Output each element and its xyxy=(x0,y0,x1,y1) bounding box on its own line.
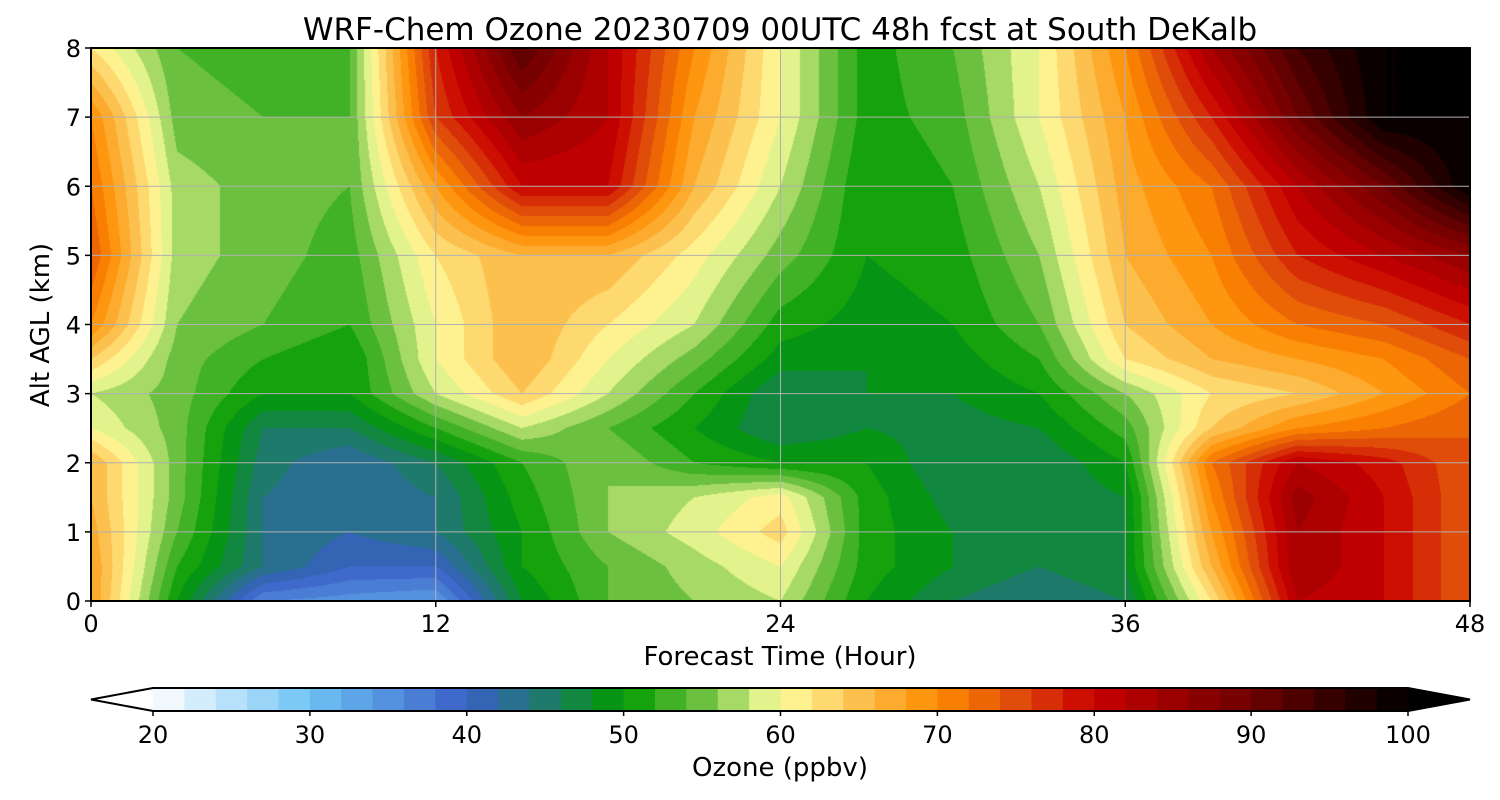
colorbar-segment xyxy=(1094,688,1127,711)
colorbar-segment xyxy=(1345,688,1378,711)
colorbar-segment xyxy=(309,688,342,711)
colorbar-segment xyxy=(655,688,687,711)
colorbar-segment xyxy=(968,688,1001,711)
colorbar-segment xyxy=(153,688,185,711)
colorbar-tick-label: 40 xyxy=(451,721,482,749)
colorbar-segment xyxy=(1188,688,1221,711)
colorbar-segment xyxy=(1031,688,1064,711)
colorbar-segment xyxy=(1282,688,1315,711)
y-tick-label: 6 xyxy=(66,173,81,201)
y-tick-label: 0 xyxy=(66,588,81,616)
colorbar-segment xyxy=(906,688,938,711)
x-tick-label: 24 xyxy=(765,610,796,638)
colorbar-tick-label: 50 xyxy=(608,721,639,749)
colorbar-segment xyxy=(1313,688,1346,711)
colorbar-tick-label: 80 xyxy=(1079,721,1110,749)
colorbar-segment xyxy=(1062,688,1095,711)
y-tick-label: 8 xyxy=(66,35,81,63)
x-tick-label: 48 xyxy=(1455,610,1486,638)
grid-lines xyxy=(91,48,1470,601)
colorbar-segment xyxy=(372,688,405,711)
y-tick-label: 7 xyxy=(66,104,81,132)
colorbar-segment xyxy=(247,688,280,711)
colorbar-segment xyxy=(435,688,468,711)
colorbar-segment xyxy=(184,688,217,711)
colorbar-segment xyxy=(1125,688,1158,711)
colorbar-segment xyxy=(215,688,248,711)
y-tick-label: 5 xyxy=(66,242,81,270)
x-tick-label: 12 xyxy=(420,610,451,638)
colorbar-segment xyxy=(560,688,593,711)
colorbar-segment xyxy=(341,688,374,711)
colorbar-tick-label: 70 xyxy=(922,721,953,749)
y-tick-label: 3 xyxy=(66,381,81,409)
colorbar-segment xyxy=(498,688,531,711)
y-tick-label: 2 xyxy=(66,450,81,478)
colorbar-segment xyxy=(780,688,813,711)
colorbar-tick-label: 60 xyxy=(765,721,796,749)
colorbar-segment xyxy=(717,688,750,711)
x-axis-label: Forecast Time (Hour) xyxy=(643,642,916,672)
chart-title: WRF-Chem Ozone 20230709 00UTC 48h fcst a… xyxy=(303,12,1257,48)
colorbar-segment xyxy=(749,688,782,711)
colorbar-segment xyxy=(592,688,625,711)
colorbar-extend-max xyxy=(1408,688,1470,711)
y-axis-label: Alt AGL (km) xyxy=(26,243,56,407)
colorbar-tick-label: 90 xyxy=(1236,721,1267,749)
x-tick-label: 36 xyxy=(1110,610,1141,638)
colorbar-tick-label: 30 xyxy=(295,721,326,749)
colorbar-label: Ozone (ppbv) xyxy=(692,753,868,783)
colorbar-segment xyxy=(529,688,562,711)
colorbar-tick-label: 100 xyxy=(1385,721,1431,749)
colorbar-segment xyxy=(623,688,656,711)
colorbar-segment xyxy=(278,688,311,711)
colorbar-segment xyxy=(843,688,876,711)
colorbar-segment xyxy=(404,688,436,711)
colorbar-segment xyxy=(686,688,719,711)
colorbar-segment xyxy=(1251,688,1284,711)
colorbar-segment xyxy=(874,688,907,711)
colorbar-extend-min xyxy=(91,688,153,711)
colorbar-segment xyxy=(811,688,844,711)
colorbar-segment xyxy=(1219,688,1252,711)
x-tick-label: 0 xyxy=(83,610,98,638)
colorbar-tick-label: 20 xyxy=(138,721,169,749)
colorbar-segment xyxy=(466,688,499,711)
colorbar-segment xyxy=(1376,688,1409,711)
colorbar-segment xyxy=(1000,688,1033,711)
y-tick-label: 4 xyxy=(66,312,81,340)
y-tick-label: 1 xyxy=(66,519,81,547)
colorbar-segment xyxy=(1157,688,1189,711)
colorbar: 20 30 40 50 60 70 80 90 100 xyxy=(90,687,1471,749)
colorbar-segment xyxy=(937,688,970,711)
